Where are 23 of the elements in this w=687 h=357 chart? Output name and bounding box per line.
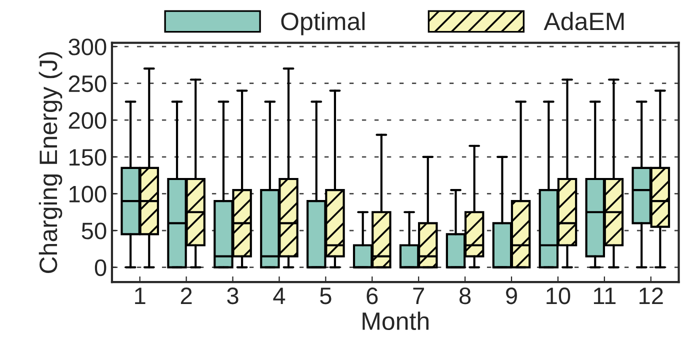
x-tick-label: 10 — [546, 288, 570, 304]
y-axis-title: Charging Energy (J) — [38, 52, 62, 274]
y-tick-label: 250 — [68, 75, 106, 92]
x-tick-label: 8 — [460, 288, 471, 304]
x-tick-label: 2 — [180, 288, 192, 304]
x-tick-label: 11 — [594, 288, 616, 304]
y-tick-label: 150 — [70, 148, 106, 166]
legend-label: Optimal — [281, 12, 365, 36]
x-tick-label: 6 — [366, 288, 378, 304]
y-tick-label: 0 — [94, 259, 106, 276]
y-tick-label: 300 — [68, 38, 106, 56]
y-tick-label: 100 — [70, 186, 106, 202]
x-tick-label: 5 — [320, 288, 332, 304]
legend-label: AdaEM — [544, 12, 624, 30]
y-tick-label: 50 — [82, 222, 106, 240]
x-tick-label: 1 — [135, 288, 146, 304]
x-tick-label: 4 — [273, 288, 286, 304]
y-tick-label: 200 — [68, 112, 106, 129]
x-tick-label: 12 — [640, 288, 663, 304]
x-tick-label: 9 — [506, 288, 517, 304]
x-tick-label: 7 — [413, 288, 424, 304]
x-axis-title: Month — [362, 312, 428, 330]
x-tick-label: 3 — [227, 288, 238, 304]
